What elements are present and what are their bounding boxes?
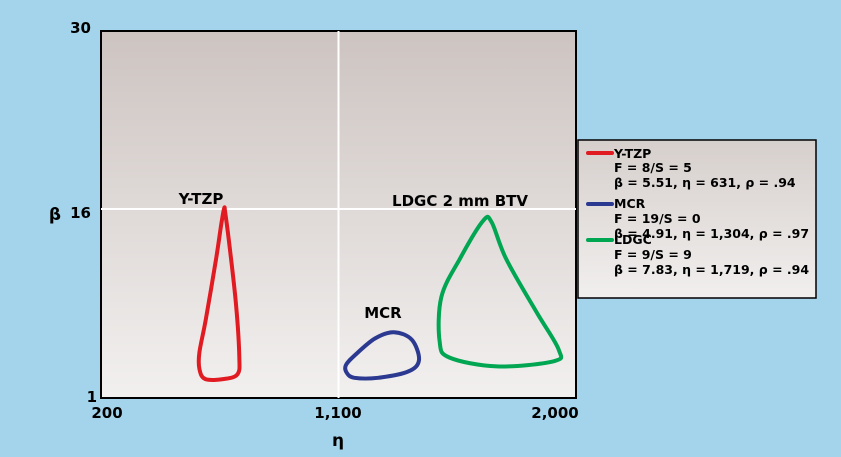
legend-label: MCR <box>614 196 646 211</box>
legend-line: β = 4.91, η = 1,304, ρ = .97 <box>614 226 809 241</box>
legend-line: F = 8/S = 5 <box>614 160 692 175</box>
legend-box <box>577 139 817 299</box>
y-tick-label: 1 <box>87 388 97 406</box>
x-tick-label: 1,100 <box>314 404 361 422</box>
legend-line: F = 9/S = 9 <box>614 247 692 262</box>
region-label-ldgc: LDGC 2 mm BTV <box>392 192 528 210</box>
x-axis-title: η <box>332 431 344 451</box>
contour-ldgc <box>436 214 564 369</box>
contour-y-tzp <box>196 205 242 382</box>
y-tick-label: 16 <box>70 204 91 222</box>
contour-group <box>196 205 564 382</box>
y-axis-title: β <box>49 205 61 225</box>
legend-line: β = 5.51, η = 631, ρ = .94 <box>614 175 796 190</box>
y-tick-label: 30 <box>70 19 91 37</box>
legend-line: F = 19/S = 0 <box>614 211 701 226</box>
legend-label: LDGC <box>614 232 652 247</box>
legend-line: β = 7.83, η = 1,719, ρ = .94 <box>614 262 809 277</box>
region-label-ytzp: Y-TZP <box>178 190 224 208</box>
x-tick-label: 2,000 <box>531 404 578 422</box>
legend-label: Y-TZP <box>613 146 651 161</box>
contour-mcr <box>343 330 422 381</box>
x-tick-label: 200 <box>91 404 122 422</box>
region-label-mcr: MCR <box>364 304 402 322</box>
